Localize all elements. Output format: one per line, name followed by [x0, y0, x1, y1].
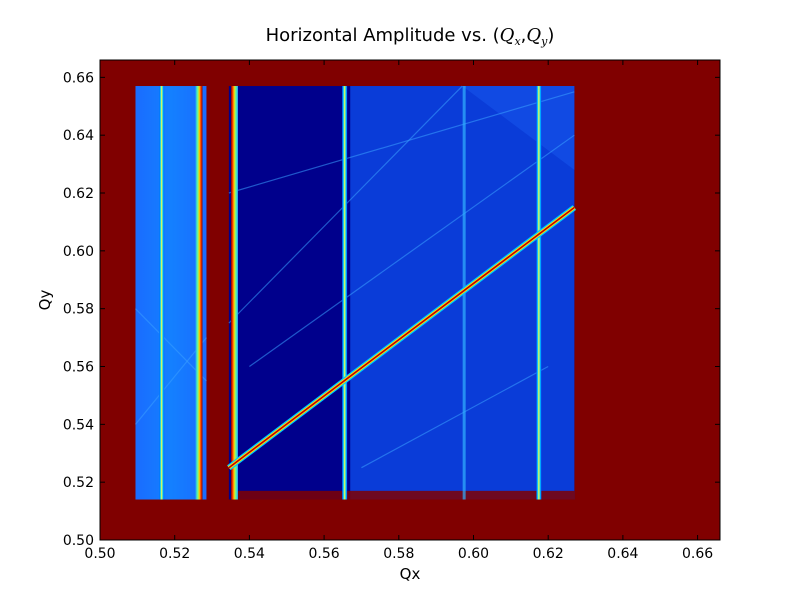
chart-title: Horizontal Amplitude vs. (Qx,Qy): [266, 25, 555, 48]
x-tick-label: 0.56: [309, 546, 340, 562]
y-tick-label: 0.50: [63, 533, 94, 549]
y-tick-label: 0.60: [63, 244, 94, 260]
plot-area: [99, 59, 721, 541]
faint-resonance-line: [135, 308, 207, 382]
vertical-resonance-band: [159, 86, 165, 500]
x-tick-label: 0.52: [159, 546, 190, 562]
x-tick-label: 0.66: [682, 546, 713, 562]
x-tick-label: 0.62: [533, 546, 564, 562]
title-q1: Q: [500, 25, 515, 46]
y-axis-label: Qy: [36, 290, 54, 311]
y-tick-label: 0.66: [63, 70, 94, 86]
title-sub-x: x: [514, 35, 521, 48]
vertical-resonance-band: [342, 86, 348, 500]
coupling-line: [228, 206, 575, 469]
faint-resonance-line: [249, 134, 575, 367]
faint-resonance-line: [135, 337, 207, 425]
upper-right-wedge: [462, 86, 575, 170]
y-tick-label: 0.58: [63, 302, 94, 318]
x-axis: 0.50 0.52 0.54 0.56 0.58 0.60 0.62 0.64 0.66: [84, 60, 713, 562]
vertical-resonance-band: [536, 86, 542, 500]
x-axis-label: Qx: [400, 565, 421, 583]
bottom-noise-band: [234, 490, 575, 504]
y-tick-label: 0.54: [63, 417, 94, 433]
y-tick-label: 0.62: [63, 186, 94, 202]
vertical-resonance-band: [195, 86, 203, 500]
y-tick-label: 0.56: [63, 360, 94, 376]
x-tick-label: 0.50: [84, 546, 115, 562]
faint-resonance-line: [228, 91, 575, 194]
vertical-resonance-band: [230, 86, 238, 500]
faint-resonance-line: [361, 365, 549, 469]
title-q2: Q: [526, 25, 541, 46]
heatmap-layer: [135, 85, 577, 504]
title-sub-y: y: [540, 35, 548, 48]
x-tick-label: 0.58: [383, 546, 414, 562]
left-scan-region: [135, 86, 207, 500]
x-tick-label: 0.64: [607, 546, 638, 562]
plot-frame: [99, 59, 721, 541]
x-tick-label: 0.54: [234, 546, 265, 562]
y-axis: 0.50 0.52 0.54 0.56 0.58 0.60 0.62 0.64 0.66: [63, 70, 720, 549]
x-tick-label: 0.60: [458, 546, 489, 562]
y-tick-label: 0.52: [63, 475, 94, 491]
y-tick-label: 0.64: [63, 128, 94, 144]
